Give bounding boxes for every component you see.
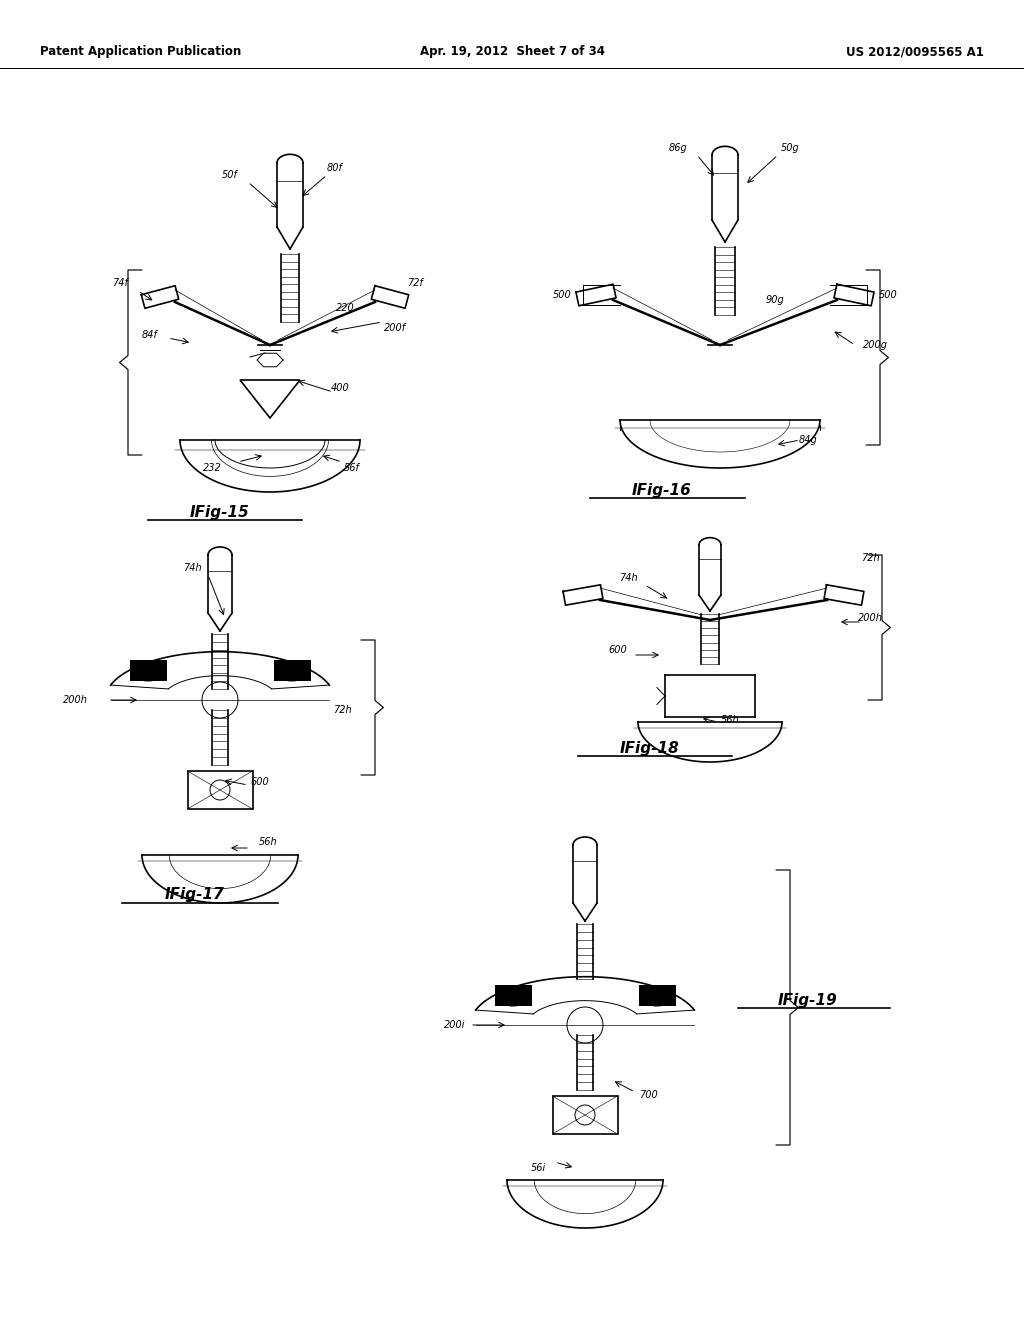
Text: 74f: 74f	[112, 279, 128, 288]
Text: 200f: 200f	[384, 323, 407, 333]
Text: US 2012/0095565 A1: US 2012/0095565 A1	[846, 45, 984, 58]
Text: IFig-17: IFig-17	[165, 887, 225, 903]
Text: 700: 700	[639, 1090, 657, 1100]
Text: 90g: 90g	[766, 294, 784, 305]
Text: IFig-18: IFig-18	[621, 741, 680, 755]
Text: 56h: 56h	[259, 837, 278, 847]
Text: 232: 232	[203, 463, 221, 473]
Text: 56f: 56f	[344, 463, 360, 473]
Text: 80f: 80f	[327, 162, 343, 173]
Text: 500: 500	[879, 290, 897, 300]
Text: 84g: 84g	[799, 436, 817, 445]
Text: Patent Application Publication: Patent Application Publication	[40, 45, 242, 58]
Text: IFig-16: IFig-16	[632, 483, 692, 498]
Text: 600: 600	[608, 645, 628, 655]
Text: 72f: 72f	[408, 279, 423, 288]
Text: Apr. 19, 2012  Sheet 7 of 34: Apr. 19, 2012 Sheet 7 of 34	[420, 45, 604, 58]
Text: 56h: 56h	[721, 715, 739, 725]
Text: 600: 600	[251, 777, 269, 787]
Text: 200i: 200i	[444, 1020, 466, 1030]
Bar	[187, 771, 253, 809]
Text: 200g: 200g	[862, 341, 888, 350]
Text: 500: 500	[553, 290, 571, 300]
Text: 50f: 50f	[222, 170, 238, 180]
Text: 74h: 74h	[618, 573, 637, 583]
Text: 86g: 86g	[669, 143, 687, 153]
Text: 220: 220	[336, 304, 354, 313]
Text: 50g: 50g	[780, 143, 800, 153]
Text: 74h: 74h	[182, 564, 202, 573]
Text: 200h: 200h	[857, 612, 883, 623]
Text: 200h: 200h	[63, 696, 88, 705]
Text: IFig-19: IFig-19	[778, 993, 838, 1007]
Text: 84f: 84f	[142, 330, 158, 341]
Text: 56i: 56i	[530, 1163, 546, 1173]
Text: IFig-15: IFig-15	[190, 504, 250, 520]
Bar	[553, 1096, 617, 1134]
Text: 72h: 72h	[333, 705, 351, 715]
Text: 72h: 72h	[861, 553, 880, 564]
Text: 400: 400	[331, 383, 349, 393]
